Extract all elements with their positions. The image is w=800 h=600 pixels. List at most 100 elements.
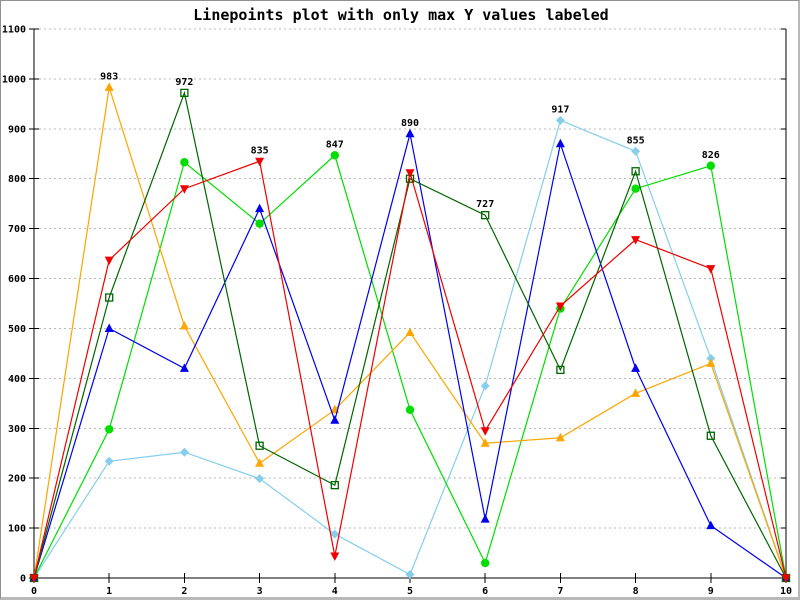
max-label-x7: 917 xyxy=(551,104,569,115)
y-tick-label-800: 800 xyxy=(8,174,26,185)
darkgreen-square-series-point-x4 xyxy=(330,481,339,490)
y-tick-label-1000: 1000 xyxy=(2,74,26,85)
red-triangle-series-point-x8 xyxy=(631,236,641,245)
darkgreen-square-series-point-x6 xyxy=(481,211,490,220)
max-label-x5: 890 xyxy=(401,118,419,129)
green-circle-series-point-x6 xyxy=(481,558,490,568)
max-label-x8: 855 xyxy=(627,135,645,146)
red-triangle-series-point-x7 xyxy=(555,302,565,311)
gridlines xyxy=(34,28,786,529)
series-lines xyxy=(29,82,791,583)
y-tick-label-700: 700 xyxy=(8,224,26,235)
y-tick-label-400: 400 xyxy=(8,374,26,385)
x-tick-label-8: 8 xyxy=(633,586,639,597)
x-tick-label-0: 0 xyxy=(31,586,37,597)
axes: 0 100 200 300 400 500 600 700 800 900 1000 1100 0 1 2 3… xyxy=(2,25,792,598)
x-tick-label-2: 2 xyxy=(181,586,187,597)
orange-triangle-series-point-x1 xyxy=(104,82,114,91)
skyblue-diamond-series-line xyxy=(33,119,787,579)
red-triangle-series-point-x0 xyxy=(29,574,39,583)
blue-triangle-series-point-x9 xyxy=(706,520,716,530)
red-triangle-series xyxy=(29,157,791,583)
blue-triangle-series-point-x4 xyxy=(330,415,340,424)
skyblue-diamond-series-point-x2 xyxy=(179,447,189,457)
orange-triangle-series-point-x7 xyxy=(555,432,565,442)
red-triangle-series-point-x4 xyxy=(330,552,340,562)
orange-triangle-series-point-x8 xyxy=(631,388,641,397)
green-circle-series-point-x3 xyxy=(255,219,264,228)
skyblue-diamond-series xyxy=(29,115,791,583)
x-tick-label-3: 3 xyxy=(257,586,263,597)
darkgreen-square-series-point-x7 xyxy=(556,365,565,375)
orange-triangle-series-point-x6 xyxy=(480,438,490,447)
orange-triangle-series-point-x5 xyxy=(405,327,415,336)
green-circle-series-point-x8 xyxy=(631,184,640,193)
y-tick-label-600: 600 xyxy=(8,274,26,285)
y-tick-label-0: 0 xyxy=(20,574,26,585)
skyblue-diamond-series-point-x8 xyxy=(631,146,641,156)
y-tick-label-900: 900 xyxy=(8,124,26,135)
blue-triangle-series-point-x7 xyxy=(555,138,565,148)
max-value-labels: 983 972 835 847 890 727 917 855 826 xyxy=(100,71,720,210)
y-tick-label-200: 200 xyxy=(8,474,26,485)
blue-triangle-series-point-x5 xyxy=(405,128,415,138)
red-triangle-series-line xyxy=(33,160,787,579)
green-circle-series-point-x5 xyxy=(405,405,415,415)
skyblue-diamond-series-point-x7 xyxy=(555,115,565,125)
blue-triangle-series-line xyxy=(33,133,787,579)
orange-triangle-series-point-x2 xyxy=(179,320,189,330)
green-circle-series xyxy=(29,151,791,583)
x-tick-label-4: 4 xyxy=(332,586,338,597)
skyblue-diamond-series-point-x5 xyxy=(405,570,415,580)
blue-triangle-series-point-x3 xyxy=(255,203,265,213)
max-label-x1: 983 xyxy=(100,71,118,82)
x-tick-label-9: 9 xyxy=(708,586,714,597)
max-label-x3: 835 xyxy=(251,145,269,156)
darkgreen-square-series-point-x2 xyxy=(180,88,189,98)
green-circle-series-point-x2 xyxy=(180,158,189,167)
x-tick-label-7: 7 xyxy=(557,586,563,597)
red-triangle-series-point-x6 xyxy=(480,427,490,436)
x-tick-label-6: 6 xyxy=(482,586,488,597)
max-label-x4: 847 xyxy=(326,139,344,150)
skyblue-diamond-series-point-x3 xyxy=(255,474,265,484)
green-circle-series-line xyxy=(33,154,787,579)
y-tick-label-500: 500 xyxy=(8,324,26,335)
darkgreen-square-series-point-x3 xyxy=(255,441,264,450)
darkgreen-square-series-point-x1 xyxy=(105,293,114,302)
red-triangle-series-point-x9 xyxy=(706,265,716,274)
green-circle-series-point-x9 xyxy=(706,161,715,170)
red-triangle-series-point-x5 xyxy=(405,169,415,178)
darkgreen-square-series-line xyxy=(33,90,787,579)
skyblue-diamond-series-point-x4 xyxy=(330,529,340,539)
chart-title: Linepoints plot with only max Y values l… xyxy=(193,6,608,24)
orange-triangle-series xyxy=(29,82,791,582)
x-tick-label-1: 1 xyxy=(106,586,112,597)
blue-triangle-series-point-x6 xyxy=(480,514,490,523)
red-triangle-series-point-x2 xyxy=(179,185,189,194)
darkgreen-square-series-point-x9 xyxy=(706,431,715,440)
orange-triangle-series-point-x3 xyxy=(255,458,265,467)
max-label-x9: 826 xyxy=(702,150,720,161)
y-tick-label-100: 100 xyxy=(8,524,26,535)
max-label-x6: 727 xyxy=(476,199,494,210)
red-triangle-series-point-x3 xyxy=(255,157,265,167)
skyblue-diamond-series-point-x6 xyxy=(480,381,490,391)
blue-triangle-series-point-x2 xyxy=(179,363,189,372)
y-tick-label-300: 300 xyxy=(8,424,26,435)
green-circle-series-point-x1 xyxy=(105,425,114,434)
darkgreen-square-series-point-x8 xyxy=(631,167,640,176)
orange-triangle-series-point-x9 xyxy=(706,358,716,367)
blue-triangle-series xyxy=(29,128,791,582)
green-circle-series-point-x4 xyxy=(330,151,339,160)
y-tick-label-1100: 1100 xyxy=(2,25,26,36)
max-label-x2: 972 xyxy=(175,77,193,88)
red-triangle-series-point-x10 xyxy=(781,574,791,583)
blue-triangle-series-point-x1 xyxy=(104,323,114,332)
skyblue-diamond-series-point-x1 xyxy=(104,456,114,466)
x-tick-label-5: 5 xyxy=(407,586,413,597)
x-tick-label-10: 10 xyxy=(780,586,792,597)
blue-triangle-series-point-x8 xyxy=(631,363,641,372)
